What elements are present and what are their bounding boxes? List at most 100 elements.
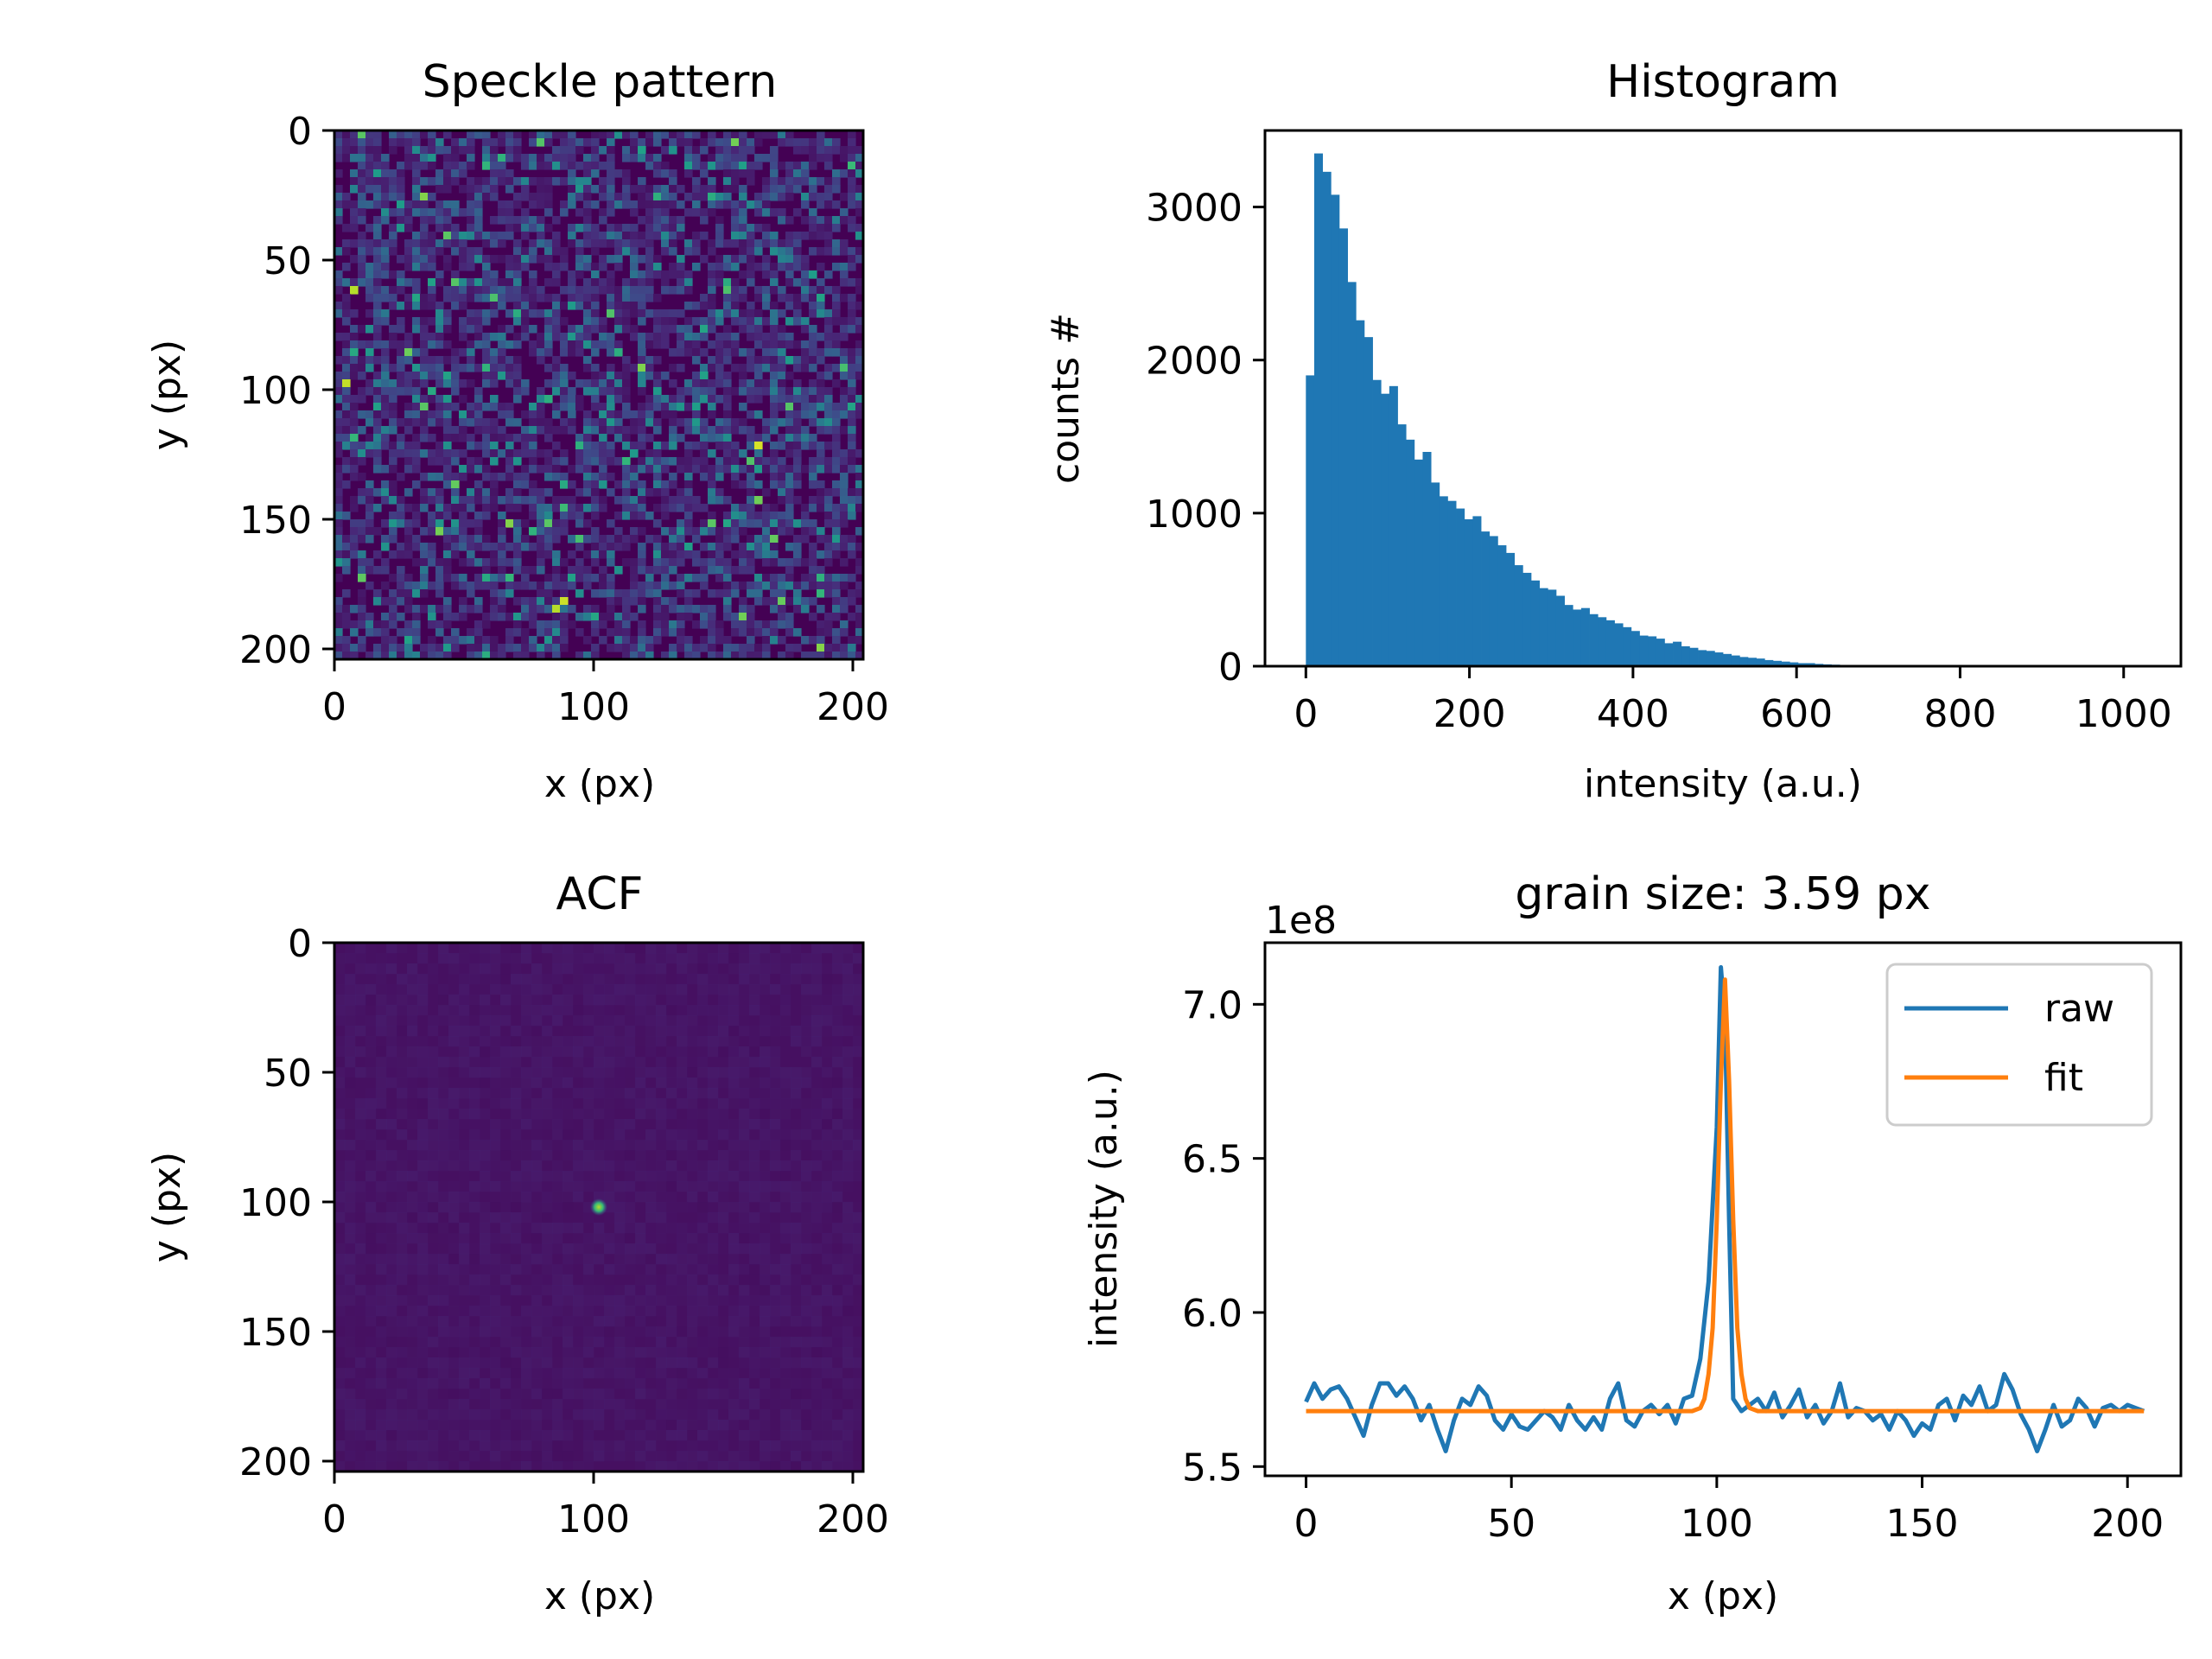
speckle-cell bbox=[715, 574, 724, 582]
speckle-cell bbox=[420, 193, 429, 201]
speckle-cell bbox=[809, 286, 817, 295]
acf-cell bbox=[500, 1129, 512, 1141]
speckle-cell bbox=[739, 403, 747, 411]
speckle-cell bbox=[684, 449, 693, 458]
speckle-cell bbox=[560, 364, 569, 372]
acf-cell bbox=[760, 1109, 771, 1120]
histogram-bar bbox=[1772, 660, 1782, 666]
acf-cell bbox=[542, 1077, 553, 1089]
speckle-cell bbox=[677, 496, 685, 505]
acf-cell bbox=[417, 984, 429, 995]
speckle-cell bbox=[824, 364, 833, 372]
speckle-cell bbox=[498, 512, 506, 520]
speckle-cell bbox=[459, 512, 467, 520]
speckle-cell bbox=[490, 449, 499, 458]
speckle-cell bbox=[412, 200, 421, 209]
speckle-cell bbox=[428, 620, 436, 629]
acf-cell bbox=[531, 1223, 543, 1234]
acf-cell bbox=[345, 1098, 356, 1109]
speckle-cell bbox=[630, 410, 639, 419]
speckle-cell bbox=[692, 317, 701, 326]
speckle-cell bbox=[505, 278, 514, 287]
speckle-cell bbox=[731, 589, 740, 598]
speckle-cell bbox=[715, 224, 724, 232]
speckle-cell bbox=[832, 535, 841, 543]
acf-cell bbox=[749, 1212, 760, 1224]
speckle-cell bbox=[428, 263, 436, 271]
acf-cell bbox=[376, 1150, 387, 1161]
speckle-cell bbox=[474, 410, 483, 419]
acf-cell bbox=[770, 1129, 781, 1141]
acf-cell bbox=[552, 1098, 563, 1109]
speckle-cell bbox=[397, 208, 405, 217]
speckle-cell bbox=[638, 628, 646, 637]
speckle-cell bbox=[568, 395, 576, 404]
speckle-cell bbox=[677, 605, 685, 613]
speckle-cell bbox=[451, 582, 460, 590]
speckle-cell bbox=[747, 239, 755, 248]
speckle-cell bbox=[739, 372, 747, 380]
speckle-cell bbox=[350, 364, 359, 372]
acf-cell bbox=[708, 1150, 719, 1161]
speckle-cell bbox=[389, 208, 397, 217]
speckle-cell bbox=[428, 410, 436, 419]
speckle-cell bbox=[342, 566, 351, 575]
acf-cell bbox=[386, 1233, 397, 1244]
speckle-cell bbox=[778, 480, 786, 489]
speckle-cell bbox=[770, 177, 779, 186]
speckle-cell bbox=[840, 216, 849, 225]
speckle-cell bbox=[793, 457, 802, 466]
speckle-cell bbox=[490, 574, 499, 582]
speckle-cell bbox=[614, 644, 623, 652]
acf-cell bbox=[614, 1109, 626, 1120]
speckle-cell bbox=[739, 154, 747, 162]
speckle-cell bbox=[630, 208, 639, 217]
speckle-cell bbox=[824, 535, 833, 543]
speckle-cell bbox=[817, 333, 825, 341]
acf-cell bbox=[407, 1202, 418, 1213]
speckle-cell bbox=[435, 239, 444, 248]
acf-cell bbox=[791, 1243, 802, 1255]
speckle-cell bbox=[513, 340, 522, 349]
speckle-cell bbox=[638, 418, 646, 427]
speckle-cell bbox=[428, 496, 436, 505]
speckle-cell bbox=[560, 162, 569, 170]
speckle-cell bbox=[731, 644, 740, 652]
acf-cell bbox=[708, 1181, 719, 1192]
acf-cell bbox=[583, 1243, 594, 1255]
acf-cell bbox=[500, 1036, 512, 1047]
speckle-cell bbox=[848, 255, 856, 264]
acf-cell bbox=[604, 1036, 615, 1047]
speckle-cell bbox=[599, 333, 607, 341]
acf-cell bbox=[521, 1005, 532, 1016]
speckle-cell bbox=[622, 496, 631, 505]
speckle-cell bbox=[607, 333, 615, 341]
acf-cell bbox=[801, 1171, 812, 1182]
speckle-cell bbox=[459, 278, 467, 287]
speckle-cell bbox=[544, 247, 553, 256]
speckle-cell bbox=[692, 247, 701, 256]
acf-cell bbox=[438, 1233, 449, 1244]
speckle-cell bbox=[482, 535, 491, 543]
speckle-cell bbox=[661, 620, 670, 629]
speckle-cell bbox=[358, 558, 366, 567]
speckle-cell bbox=[770, 442, 779, 450]
acf-cell bbox=[531, 1005, 543, 1016]
acf-cell bbox=[604, 1077, 615, 1089]
acf-cell bbox=[376, 1274, 387, 1286]
speckle-cell bbox=[630, 465, 639, 474]
speckle-cell bbox=[358, 426, 366, 435]
speckle-cell bbox=[739, 208, 747, 217]
speckle-cell bbox=[591, 302, 600, 310]
acf-cell bbox=[749, 1077, 760, 1089]
speckle-cell bbox=[591, 348, 600, 357]
speckle-cell bbox=[490, 185, 499, 194]
speckle-cell bbox=[443, 216, 452, 225]
acf-cell bbox=[801, 1192, 812, 1203]
speckle-cell bbox=[607, 473, 615, 481]
acf-cell bbox=[770, 1254, 781, 1265]
speckle-cell bbox=[350, 325, 359, 334]
speckle-cell bbox=[715, 146, 724, 155]
speckle-cell bbox=[420, 255, 429, 264]
speckle-cell bbox=[622, 232, 631, 240]
